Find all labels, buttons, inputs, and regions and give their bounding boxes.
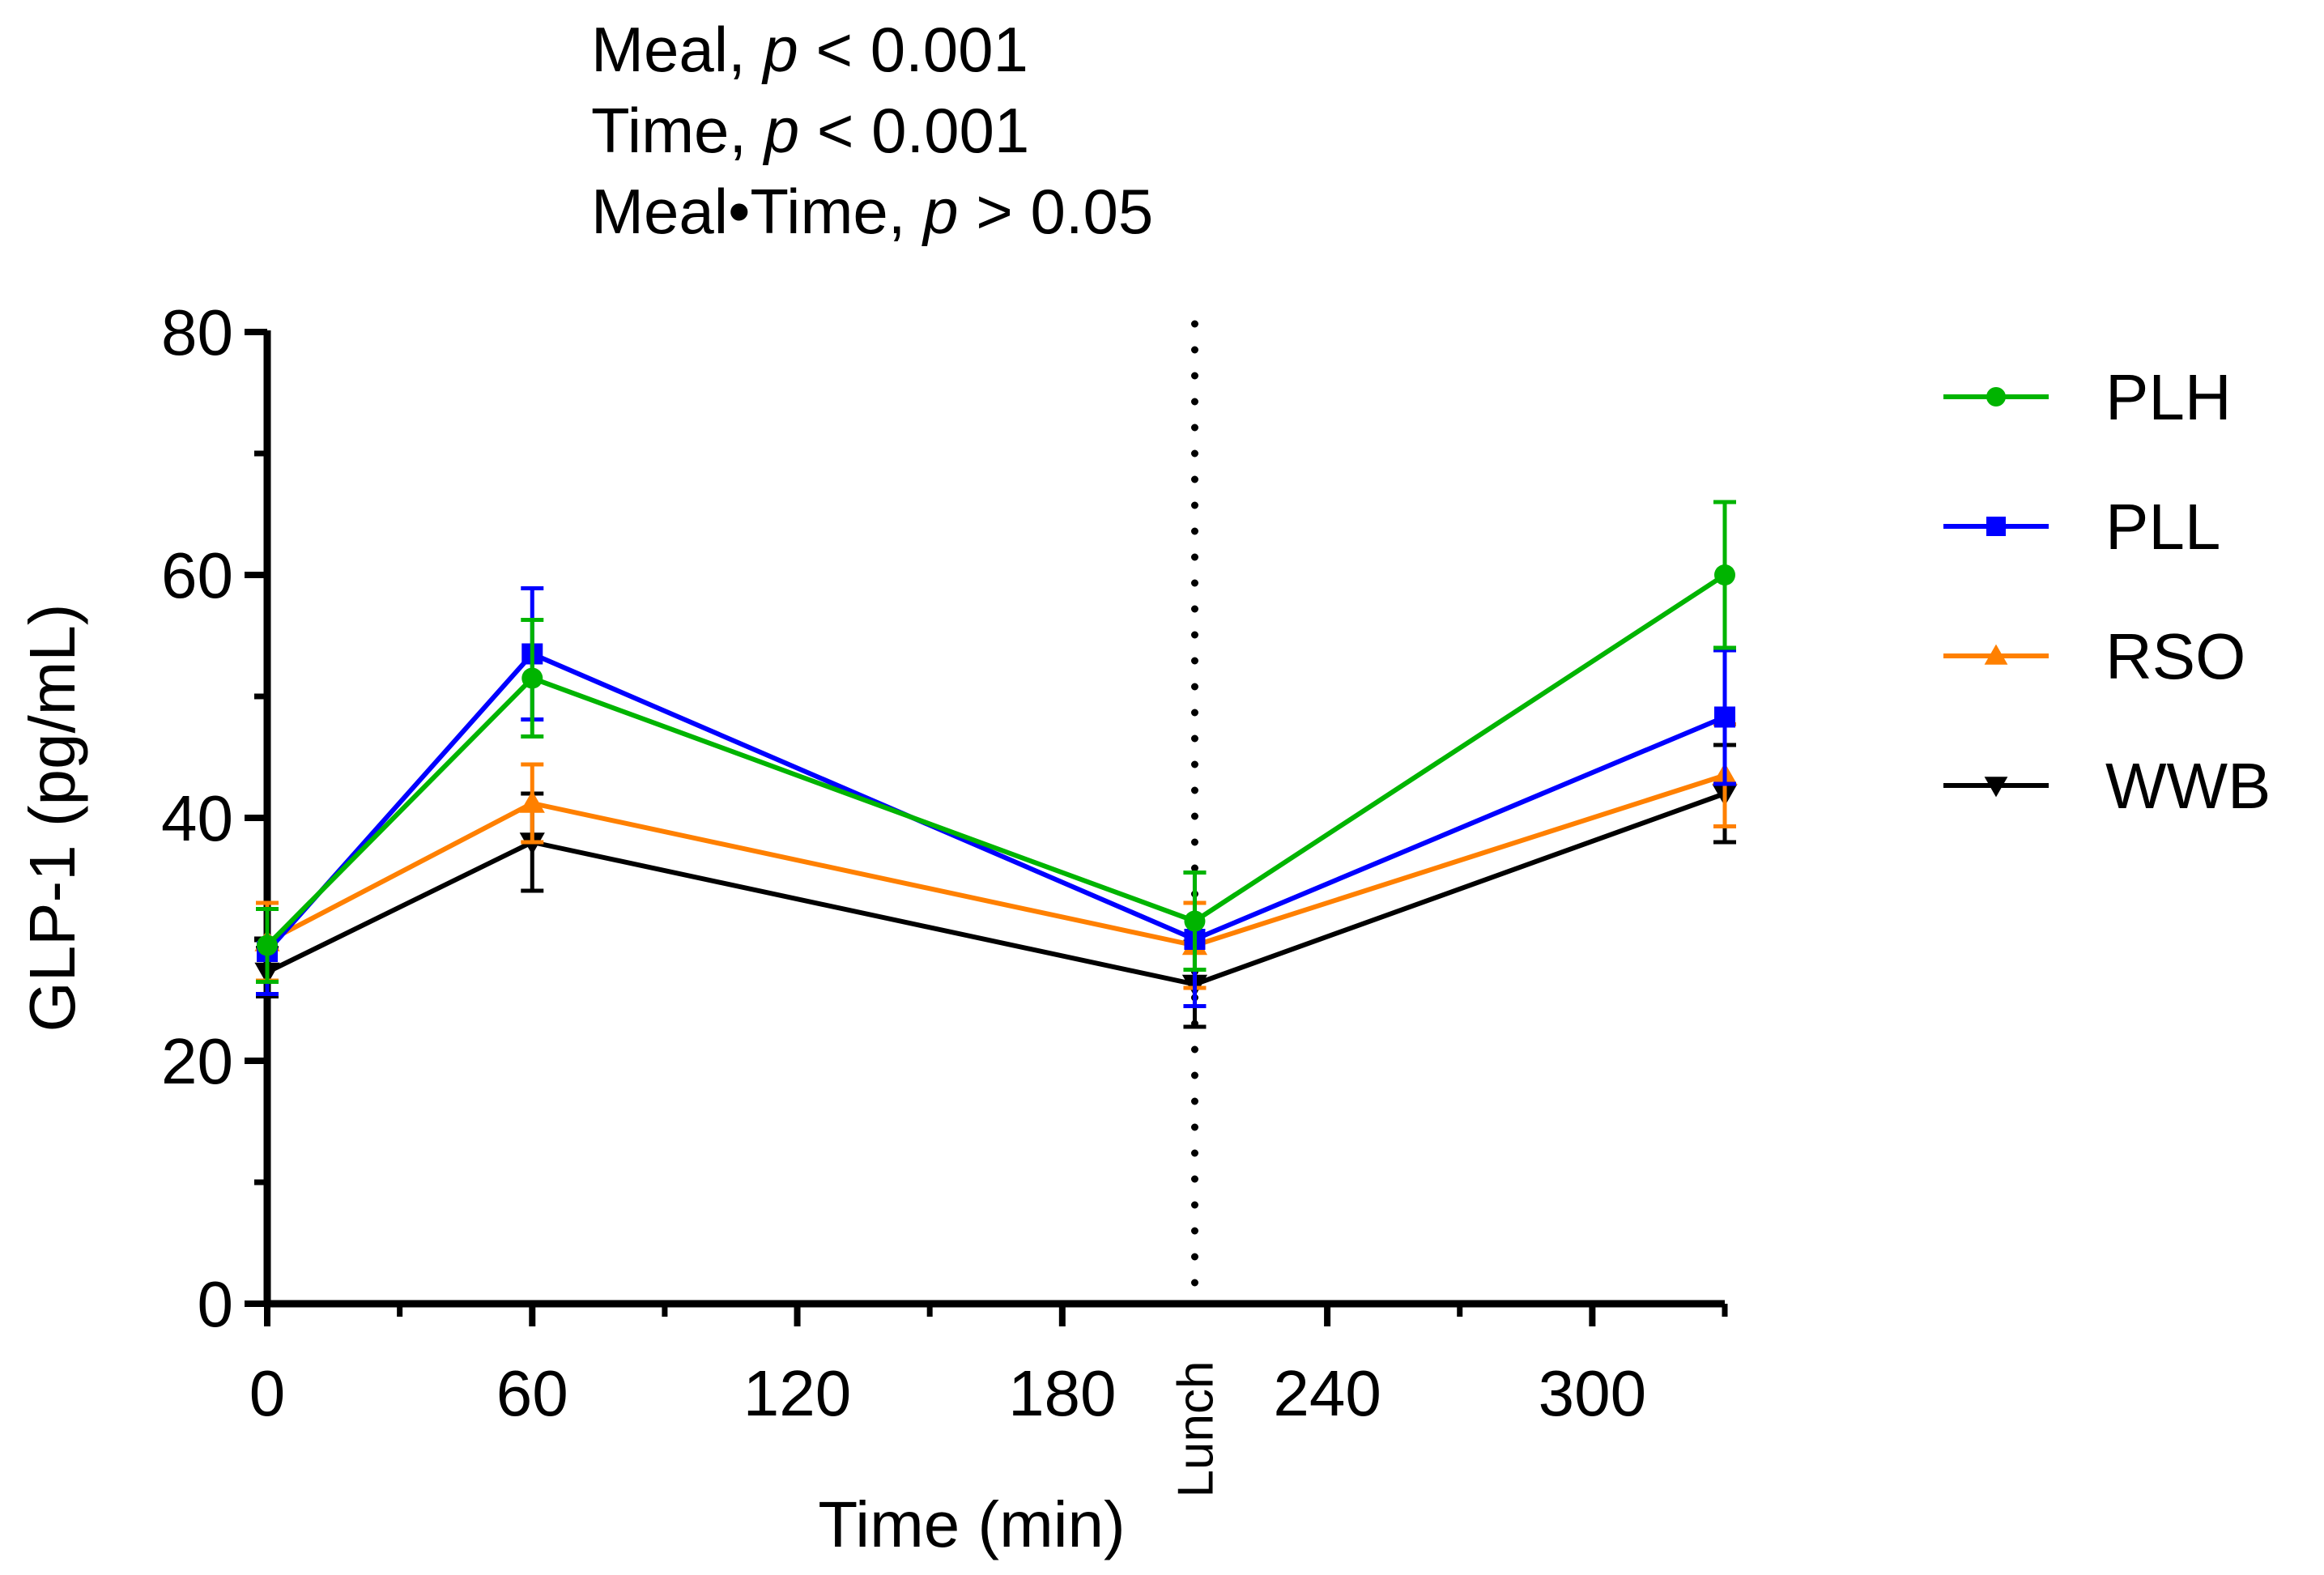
y-tick-label: 40 bbox=[161, 782, 233, 854]
y-axis-title: GLP-1 (pg/mL) bbox=[16, 603, 88, 1032]
legend-marker bbox=[1984, 777, 2008, 798]
legend-label: WWB bbox=[2105, 750, 2271, 822]
y-tick-label: 60 bbox=[161, 539, 233, 611]
x-tick-label: 180 bbox=[1008, 1357, 1116, 1429]
legend-label: PLL bbox=[2105, 491, 2220, 563]
y-tick-label: 20 bbox=[161, 1025, 233, 1097]
x-axis-title: Time (min) bbox=[818, 1488, 1125, 1560]
legend-label: RSO bbox=[2105, 620, 2245, 692]
x-tick-label: 60 bbox=[496, 1357, 568, 1429]
legend-item-wwb: WWB bbox=[1943, 750, 2271, 822]
series-line-plh bbox=[265, 573, 1726, 947]
stats-line-meal: Meal, p < 0.001 bbox=[591, 14, 1028, 85]
data-point bbox=[521, 667, 543, 689]
data-point bbox=[1714, 706, 1735, 728]
series-plh bbox=[256, 500, 1736, 984]
x-tick-label: 0 bbox=[249, 1357, 286, 1429]
data-point bbox=[257, 934, 278, 956]
legend-item-plh: PLH bbox=[1943, 361, 2232, 433]
stats-line-interaction: Meal•Time, p > 0.05 bbox=[591, 176, 1153, 247]
series-wwb bbox=[254, 743, 1738, 1029]
x-tick-label: 240 bbox=[1273, 1357, 1381, 1429]
legend-marker bbox=[1984, 644, 2008, 665]
series-line-pll bbox=[265, 651, 1726, 953]
y-tick-label: 80 bbox=[161, 296, 233, 368]
y-tick-label: 0 bbox=[198, 1268, 234, 1340]
stats-line-time: Time, p < 0.001 bbox=[591, 95, 1029, 166]
legend-item-rso: RSO bbox=[1943, 620, 2245, 692]
data-point bbox=[1184, 910, 1206, 932]
legend-marker bbox=[1986, 387, 2006, 407]
x-tick-label: 300 bbox=[1539, 1357, 1646, 1429]
series-line-rso bbox=[266, 773, 1726, 948]
data-point bbox=[1714, 564, 1735, 585]
x-tick-label: 120 bbox=[743, 1357, 851, 1429]
series-line-wwb bbox=[266, 791, 1726, 987]
legend-marker bbox=[1986, 517, 2006, 536]
data-point bbox=[519, 790, 545, 813]
legend-item-pll: PLL bbox=[1943, 491, 2220, 563]
legend-label: PLH bbox=[2105, 361, 2232, 433]
lunch-label: Lunch bbox=[1168, 1361, 1224, 1498]
